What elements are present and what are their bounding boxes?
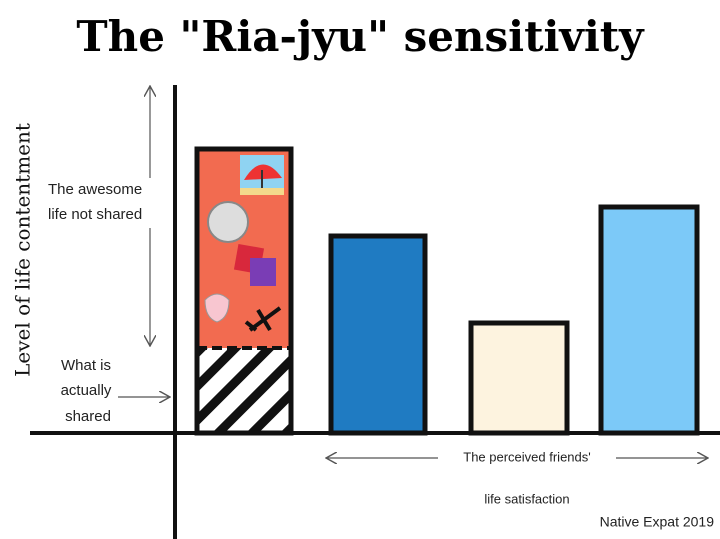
bar-outline xyxy=(194,146,294,436)
icons xyxy=(204,155,284,332)
title: The "Ria-jyu" sensitivity xyxy=(76,12,645,61)
annotation: shared xyxy=(65,408,111,425)
annotation: actually xyxy=(61,382,112,399)
label-bg xyxy=(46,178,170,228)
annotation: life not shared xyxy=(48,206,142,223)
bar-friend xyxy=(468,320,570,436)
bar-friend xyxy=(328,233,428,436)
annotation: What is xyxy=(61,357,111,374)
x-axis-label: life satisfaction xyxy=(484,491,569,506)
bar-shared xyxy=(197,348,291,433)
annotation: The awesome xyxy=(48,181,142,198)
credit: Native Expat 2019 xyxy=(600,514,715,530)
y-axis-label: Level of life contentment xyxy=(11,123,35,377)
x-axis-label: The perceived friends' xyxy=(463,449,591,464)
label-bg xyxy=(438,448,616,468)
bar-friend xyxy=(598,204,700,436)
